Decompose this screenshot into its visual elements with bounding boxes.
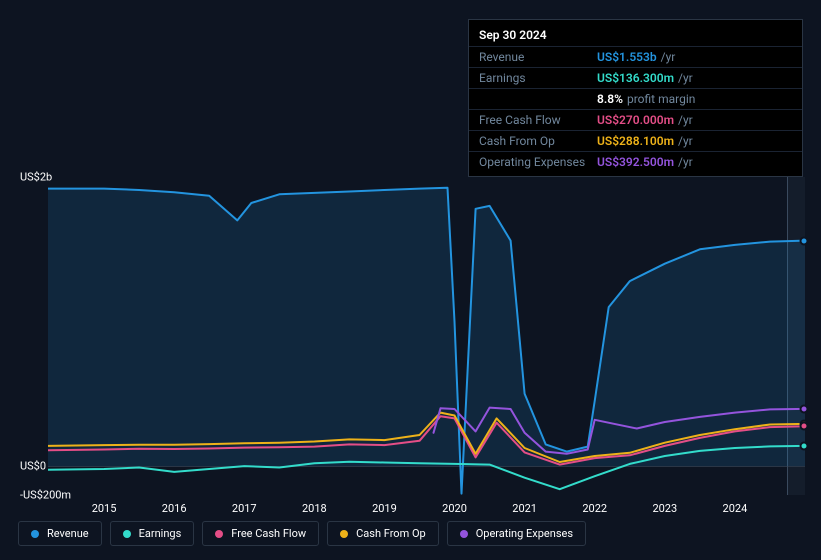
tooltip-value: US$136.300m <box>597 71 674 85</box>
tooltip-value: US$288.100m <box>597 134 674 148</box>
tooltip-row: Free Cash FlowUS$270.000m/yr <box>469 109 802 130</box>
series-end-dot-earnings <box>800 441 809 450</box>
tooltip-row: RevenueUS$1.553b/yr <box>469 46 802 67</box>
legend-label: Earnings <box>139 527 182 540</box>
x-axis-tick-label: 2018 <box>302 502 327 515</box>
tooltip-value: US$1.553b <box>597 50 657 64</box>
legend-label: Revenue <box>47 527 89 540</box>
x-axis-tick-label: 2016 <box>162 502 187 515</box>
x-axis-tick-label: 2022 <box>582 502 607 515</box>
x-axis-tick-label: 2017 <box>232 502 257 515</box>
tooltip-label: Earnings <box>479 71 597 85</box>
tooltip-label <box>479 92 597 106</box>
tooltip-date: Sep 30 2024 <box>469 24 802 46</box>
tooltip-label: Revenue <box>479 50 597 64</box>
chart-legend: Revenue Earnings Free Cash Flow Cash From O… <box>18 521 805 546</box>
series-end-dot-fcf <box>800 422 809 431</box>
legend-item-revenue[interactable]: Revenue <box>18 521 102 546</box>
x-axis-tick-label: 2015 <box>92 502 117 515</box>
legend-label: Operating Expenses <box>476 527 573 540</box>
financial-chart: US$2b US$0 -US$200m 2015 2016 2017 2018 2019 202… <box>18 155 805 520</box>
legend-dot <box>215 530 223 538</box>
legend-label: Cash From Op <box>356 527 426 540</box>
x-axis-tick-label: 2020 <box>442 502 467 515</box>
y-axis-tick-label: US$0 <box>20 460 46 473</box>
legend-item-opex[interactable]: Operating Expenses <box>447 521 586 546</box>
plot-svg <box>48 177 805 495</box>
legend-item-earnings[interactable]: Earnings <box>110 521 195 546</box>
tooltip-value: US$270.000m <box>597 113 674 127</box>
tooltip-unit: /yr <box>661 50 676 64</box>
data-tooltip: Sep 30 2024 RevenueUS$1.553b/yrEarningsU… <box>468 19 803 177</box>
tooltip-label: Free Cash Flow <box>479 113 597 127</box>
tooltip-unit: /yr <box>678 113 693 127</box>
tooltip-unit: /yr <box>678 71 693 85</box>
x-axis-tick-label: 2019 <box>372 502 397 515</box>
tooltip-label: Cash From Op <box>479 134 597 148</box>
plot-area[interactable] <box>48 177 805 495</box>
y-axis-tick-label: -US$200m <box>20 489 71 502</box>
x-axis-tick-label: 2024 <box>723 502 748 515</box>
x-axis-tick-label: 2023 <box>652 502 677 515</box>
series-end-dot-opex <box>800 404 809 413</box>
revenue-area <box>48 188 805 494</box>
x-axis-tick-label: 2021 <box>512 502 537 515</box>
legend-dot <box>460 530 468 538</box>
tooltip-value: 8.8% <box>597 92 623 106</box>
legend-dot <box>123 530 131 538</box>
tooltip-row: 8.8% profit margin <box>469 88 802 109</box>
legend-dot <box>31 530 39 538</box>
tooltip-unit: profit margin <box>627 92 695 106</box>
series-end-dot-revenue <box>800 236 809 245</box>
tooltip-unit: /yr <box>678 134 693 148</box>
legend-item-fcf[interactable]: Free Cash Flow <box>202 521 319 546</box>
y-axis-tick-label: US$2b <box>20 171 52 184</box>
legend-item-cfo[interactable]: Cash From Op <box>327 521 439 546</box>
tooltip-row: EarningsUS$136.300m/yr <box>469 67 802 88</box>
legend-dot <box>340 530 348 538</box>
tooltip-row: Cash From OpUS$288.100m/yr <box>469 130 802 151</box>
legend-label: Free Cash Flow <box>231 527 306 540</box>
